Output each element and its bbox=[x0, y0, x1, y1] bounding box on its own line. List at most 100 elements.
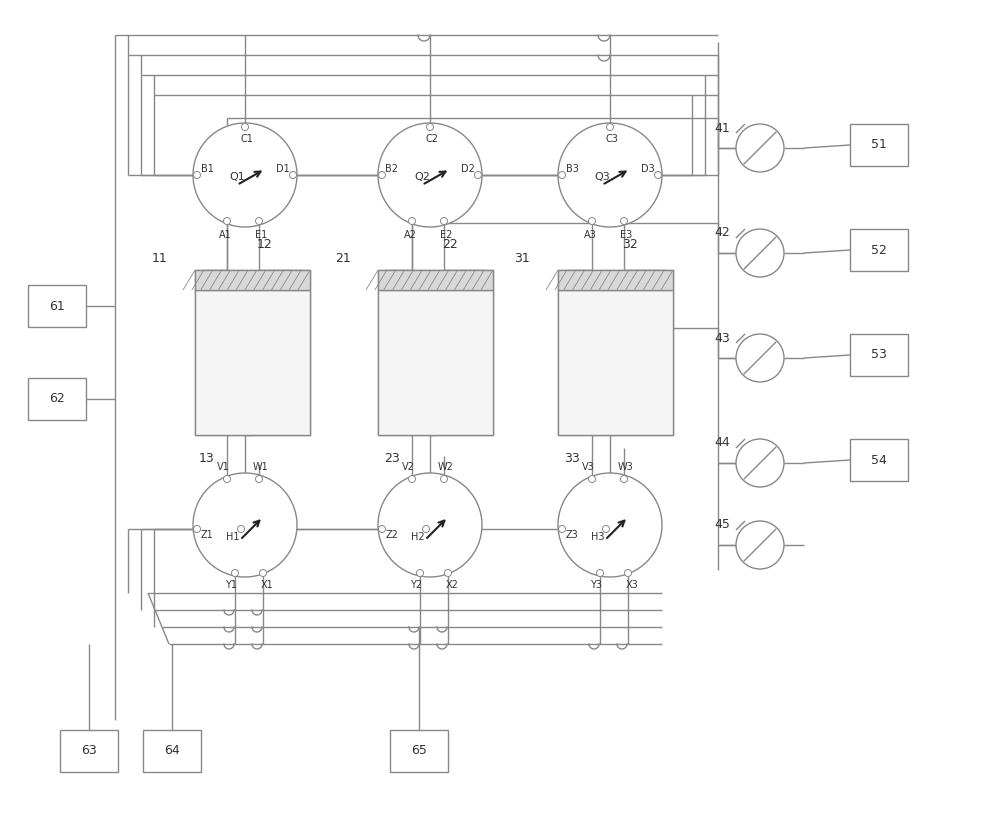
Bar bbox=[195, 270, 310, 435]
Circle shape bbox=[624, 570, 632, 576]
Bar bbox=[60, 730, 118, 772]
Text: Q1: Q1 bbox=[229, 172, 245, 182]
Text: 21: 21 bbox=[335, 252, 351, 265]
Circle shape bbox=[596, 570, 604, 576]
Text: C3: C3 bbox=[606, 134, 618, 144]
Text: D3: D3 bbox=[641, 164, 655, 174]
Circle shape bbox=[558, 172, 566, 178]
Text: 13: 13 bbox=[199, 453, 215, 466]
Bar bbox=[195, 270, 310, 290]
Bar bbox=[390, 730, 448, 772]
Circle shape bbox=[736, 124, 784, 172]
Circle shape bbox=[654, 172, 662, 178]
Text: E2: E2 bbox=[440, 230, 452, 240]
Text: 63: 63 bbox=[81, 745, 97, 758]
Circle shape bbox=[409, 217, 416, 225]
Text: 23: 23 bbox=[384, 453, 400, 466]
Bar bbox=[28, 378, 86, 420]
Circle shape bbox=[256, 217, 262, 225]
Circle shape bbox=[558, 473, 662, 577]
Circle shape bbox=[290, 172, 296, 178]
Text: H3: H3 bbox=[591, 532, 605, 542]
Text: 64: 64 bbox=[164, 745, 180, 758]
Circle shape bbox=[194, 526, 200, 532]
Circle shape bbox=[378, 123, 482, 227]
Circle shape bbox=[193, 473, 297, 577]
Circle shape bbox=[558, 526, 566, 532]
Circle shape bbox=[588, 475, 596, 483]
Circle shape bbox=[736, 521, 784, 569]
Bar bbox=[143, 730, 201, 772]
Circle shape bbox=[606, 124, 614, 130]
Circle shape bbox=[409, 475, 416, 483]
Circle shape bbox=[256, 475, 262, 483]
Text: Z1: Z1 bbox=[201, 530, 213, 540]
Circle shape bbox=[620, 475, 628, 483]
Bar bbox=[28, 285, 86, 327]
Text: 12: 12 bbox=[257, 239, 273, 252]
Bar bbox=[558, 290, 673, 435]
Text: V1: V1 bbox=[217, 462, 229, 472]
Circle shape bbox=[242, 124, 248, 130]
Text: A3: A3 bbox=[584, 230, 596, 240]
Bar bbox=[195, 290, 310, 435]
Text: X1: X1 bbox=[261, 580, 273, 590]
Bar bbox=[378, 270, 493, 435]
Circle shape bbox=[416, 570, 424, 576]
Text: 65: 65 bbox=[411, 745, 427, 758]
Circle shape bbox=[440, 217, 448, 225]
Text: 41: 41 bbox=[714, 121, 730, 134]
Text: 31: 31 bbox=[514, 252, 530, 265]
Circle shape bbox=[602, 526, 610, 532]
Text: 54: 54 bbox=[871, 453, 887, 466]
Text: H1: H1 bbox=[226, 532, 240, 542]
Text: E1: E1 bbox=[255, 230, 267, 240]
Bar bbox=[378, 270, 493, 290]
Bar bbox=[558, 270, 673, 290]
Text: 42: 42 bbox=[714, 226, 730, 239]
Bar bbox=[850, 334, 908, 376]
Text: X3: X3 bbox=[626, 580, 638, 590]
Text: 32: 32 bbox=[622, 239, 638, 252]
Text: 43: 43 bbox=[714, 331, 730, 344]
Text: Y3: Y3 bbox=[590, 580, 602, 590]
Text: B1: B1 bbox=[201, 164, 213, 174]
Circle shape bbox=[378, 526, 386, 532]
Text: B3: B3 bbox=[566, 164, 578, 174]
Text: W1: W1 bbox=[253, 462, 269, 472]
Bar bbox=[850, 124, 908, 166]
Text: H2: H2 bbox=[411, 532, 425, 542]
Text: 22: 22 bbox=[442, 239, 458, 252]
Circle shape bbox=[378, 172, 386, 178]
Circle shape bbox=[232, 570, 239, 576]
Text: D2: D2 bbox=[461, 164, 475, 174]
Circle shape bbox=[260, 570, 266, 576]
Circle shape bbox=[558, 123, 662, 227]
Circle shape bbox=[224, 475, 230, 483]
Bar bbox=[558, 270, 673, 435]
Bar bbox=[378, 290, 493, 435]
Text: Q3: Q3 bbox=[594, 172, 610, 182]
Circle shape bbox=[193, 123, 297, 227]
Circle shape bbox=[444, 570, 452, 576]
Text: A1: A1 bbox=[219, 230, 231, 240]
Circle shape bbox=[736, 229, 784, 277]
Circle shape bbox=[238, 526, 244, 532]
Text: 33: 33 bbox=[564, 453, 580, 466]
Text: D1: D1 bbox=[276, 164, 290, 174]
Circle shape bbox=[736, 439, 784, 487]
Text: 52: 52 bbox=[871, 243, 887, 256]
Circle shape bbox=[224, 217, 230, 225]
Circle shape bbox=[620, 217, 628, 225]
Text: Z2: Z2 bbox=[386, 530, 398, 540]
Circle shape bbox=[194, 172, 200, 178]
Circle shape bbox=[475, 172, 482, 178]
Text: A2: A2 bbox=[404, 230, 416, 240]
Text: Y2: Y2 bbox=[410, 580, 422, 590]
Text: B2: B2 bbox=[386, 164, 398, 174]
Text: 51: 51 bbox=[871, 138, 887, 151]
Text: V3: V3 bbox=[582, 462, 594, 472]
Text: 11: 11 bbox=[152, 252, 168, 265]
Text: V2: V2 bbox=[402, 462, 414, 472]
Text: W3: W3 bbox=[618, 462, 634, 472]
